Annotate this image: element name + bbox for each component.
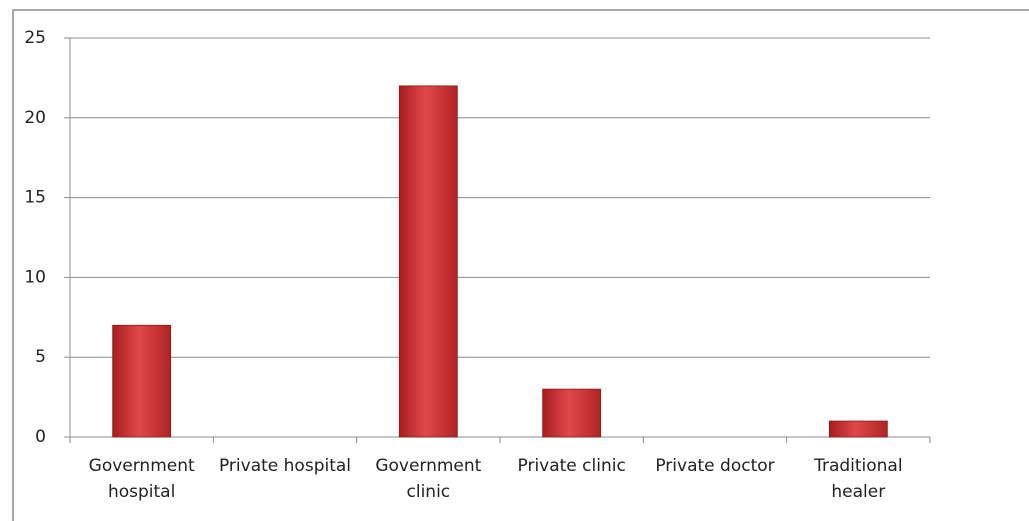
x-tick-label: Private clinic: [517, 456, 626, 476]
x-tick-label: Private hospital: [218, 456, 352, 476]
y-tick-label: 20: [24, 108, 46, 128]
x-tick-label: Government hospital: [88, 456, 195, 502]
y-tick-label: 10: [24, 267, 46, 287]
y-tick-label: 5: [35, 347, 46, 367]
frame: [12, 9, 1029, 521]
y-tick-label: 15: [24, 188, 46, 208]
y-tick-label: 0: [35, 427, 46, 447]
x-tick-label: Traditional healer: [814, 456, 903, 502]
bar: [542, 388, 602, 438]
bar: [828, 420, 888, 438]
x-tick-label: Private doctor: [655, 456, 775, 476]
y-tick-label: 25: [24, 28, 46, 48]
bar: [398, 85, 458, 438]
x-tick-label: Government clinic: [375, 456, 482, 502]
bar: [112, 324, 172, 438]
